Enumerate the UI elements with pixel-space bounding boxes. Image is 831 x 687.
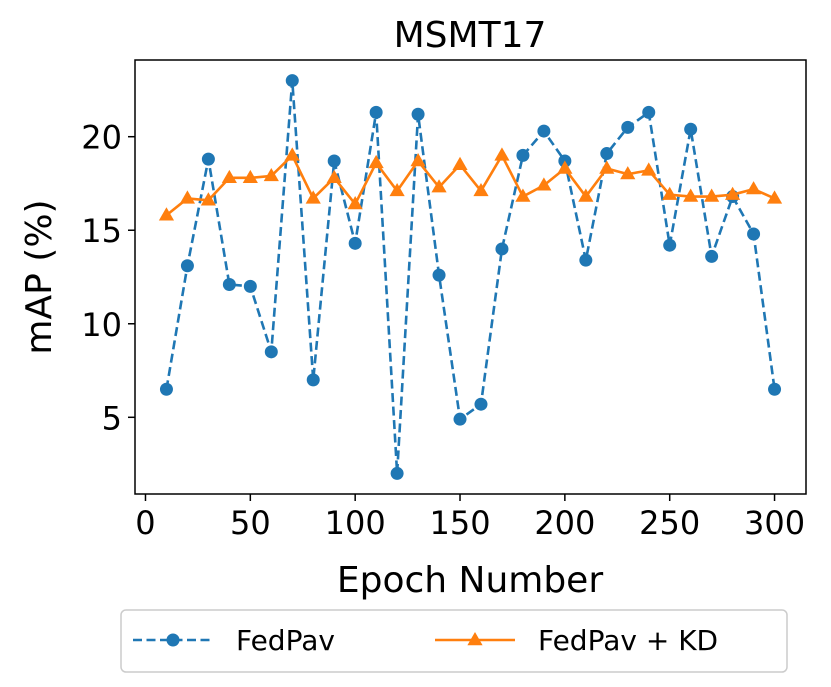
data-point-fedpav-kd bbox=[725, 186, 741, 200]
chart-title: MSMT17 bbox=[394, 15, 547, 56]
legend: FedPav FedPav + KD bbox=[120, 609, 788, 673]
data-point-fedpav bbox=[684, 122, 698, 136]
data-point-fedpav-kd bbox=[662, 186, 678, 200]
data-point-fedpav bbox=[222, 277, 236, 291]
data-point-fedpav bbox=[159, 382, 173, 396]
y-tick-label: 5 bbox=[102, 399, 122, 437]
legend-label-fedpav-kd: FedPav + KD bbox=[538, 624, 718, 657]
data-point-fedpav bbox=[474, 397, 488, 411]
data-point-fedpav-kd bbox=[494, 147, 510, 161]
legend-label-fedpav: FedPav bbox=[236, 624, 335, 657]
data-point-fedpav bbox=[306, 373, 320, 387]
data-point-fedpav bbox=[642, 105, 656, 119]
data-point-fedpav-kd bbox=[221, 169, 237, 184]
y-tick-label: 10 bbox=[81, 306, 122, 344]
axes: 0 50 100 150 200 250 300 5 10 15 20 bbox=[81, 59, 807, 542]
data-point-fedpav-kd bbox=[326, 169, 342, 184]
data-point-fedpav bbox=[243, 279, 257, 293]
data-point-fedpav-kd bbox=[410, 153, 426, 167]
y-tick-label: 15 bbox=[81, 212, 122, 250]
x-tick-label: 300 bbox=[744, 504, 805, 542]
data-point-fedpav bbox=[390, 466, 404, 480]
data-point-fedpav bbox=[537, 124, 551, 138]
data-point-fedpav-kd bbox=[452, 156, 468, 170]
data-point-fedpav-kd bbox=[389, 182, 405, 197]
data-point-fedpav-kd bbox=[557, 160, 573, 174]
data-point-fedpav-kd bbox=[431, 179, 447, 193]
data-point-fedpav-kd bbox=[368, 154, 384, 169]
series-fedpav-kd bbox=[158, 147, 783, 221]
data-point-fedpav-kd bbox=[766, 190, 783, 204]
data-point-fedpav-kd bbox=[284, 147, 300, 161]
data-point-fedpav-kd bbox=[200, 192, 216, 206]
data-point-fedpav-kd bbox=[620, 166, 636, 180]
series-line-fedpav bbox=[165, 79, 776, 475]
data-point-fedpav bbox=[285, 74, 299, 88]
series-layer bbox=[158, 74, 783, 480]
data-point-fedpav-kd bbox=[158, 207, 175, 221]
data-point-fedpav bbox=[495, 242, 509, 256]
legend-marker-fedpav bbox=[166, 633, 180, 647]
data-point-fedpav bbox=[600, 147, 614, 161]
data-point-fedpav bbox=[453, 412, 467, 426]
data-point-fedpav bbox=[264, 345, 278, 359]
data-point-fedpav-kd bbox=[347, 196, 363, 210]
y-axis-title: mAP (%) bbox=[19, 199, 60, 354]
data-point-fedpav bbox=[516, 148, 530, 162]
data-point-fedpav bbox=[327, 154, 341, 168]
data-point-fedpav bbox=[348, 236, 362, 250]
data-point-fedpav bbox=[180, 259, 194, 273]
x-tick-label: 250 bbox=[639, 504, 700, 542]
data-point-fedpav-kd bbox=[179, 190, 196, 204]
data-point-fedpav bbox=[201, 152, 215, 166]
data-point-fedpav-kd bbox=[515, 188, 531, 202]
data-point-fedpav bbox=[663, 238, 677, 252]
data-point-fedpav-kd bbox=[704, 188, 720, 202]
data-point-fedpav bbox=[621, 120, 635, 134]
x-axis-title: Epoch Number bbox=[337, 560, 603, 601]
plot-background bbox=[135, 60, 806, 494]
data-point-fedpav bbox=[579, 253, 593, 267]
x-tick-label: 150 bbox=[429, 504, 490, 542]
data-point-fedpav bbox=[432, 268, 446, 282]
legend-marker-fedpav-kd bbox=[467, 632, 483, 646]
x-tick-label: 100 bbox=[325, 504, 386, 542]
x-tick-label: 50 bbox=[230, 504, 271, 542]
data-point-fedpav-kd bbox=[263, 167, 279, 182]
data-point-fedpav bbox=[369, 105, 383, 119]
data-point-fedpav bbox=[411, 107, 425, 121]
data-point-fedpav-kd bbox=[473, 182, 489, 197]
data-point-fedpav-kd bbox=[536, 177, 552, 191]
data-point-fedpav-kd bbox=[683, 188, 699, 202]
data-point-fedpav bbox=[705, 249, 719, 263]
y-tick-label: 20 bbox=[81, 119, 122, 157]
plot-area bbox=[135, 60, 806, 494]
data-point-fedpav bbox=[768, 382, 782, 396]
plot-frame bbox=[134, 59, 807, 495]
data-point-fedpav-kd bbox=[305, 190, 321, 204]
data-point-fedpav-kd bbox=[599, 160, 615, 174]
x-tick-label: 200 bbox=[534, 504, 595, 542]
data-point-fedpav-kd bbox=[641, 162, 657, 176]
data-point-fedpav bbox=[747, 227, 761, 241]
data-point-fedpav-kd bbox=[578, 188, 594, 202]
data-point-fedpav-kd bbox=[745, 181, 762, 195]
data-point-fedpav-kd bbox=[242, 169, 258, 184]
x-tick-label: 0 bbox=[135, 504, 155, 542]
